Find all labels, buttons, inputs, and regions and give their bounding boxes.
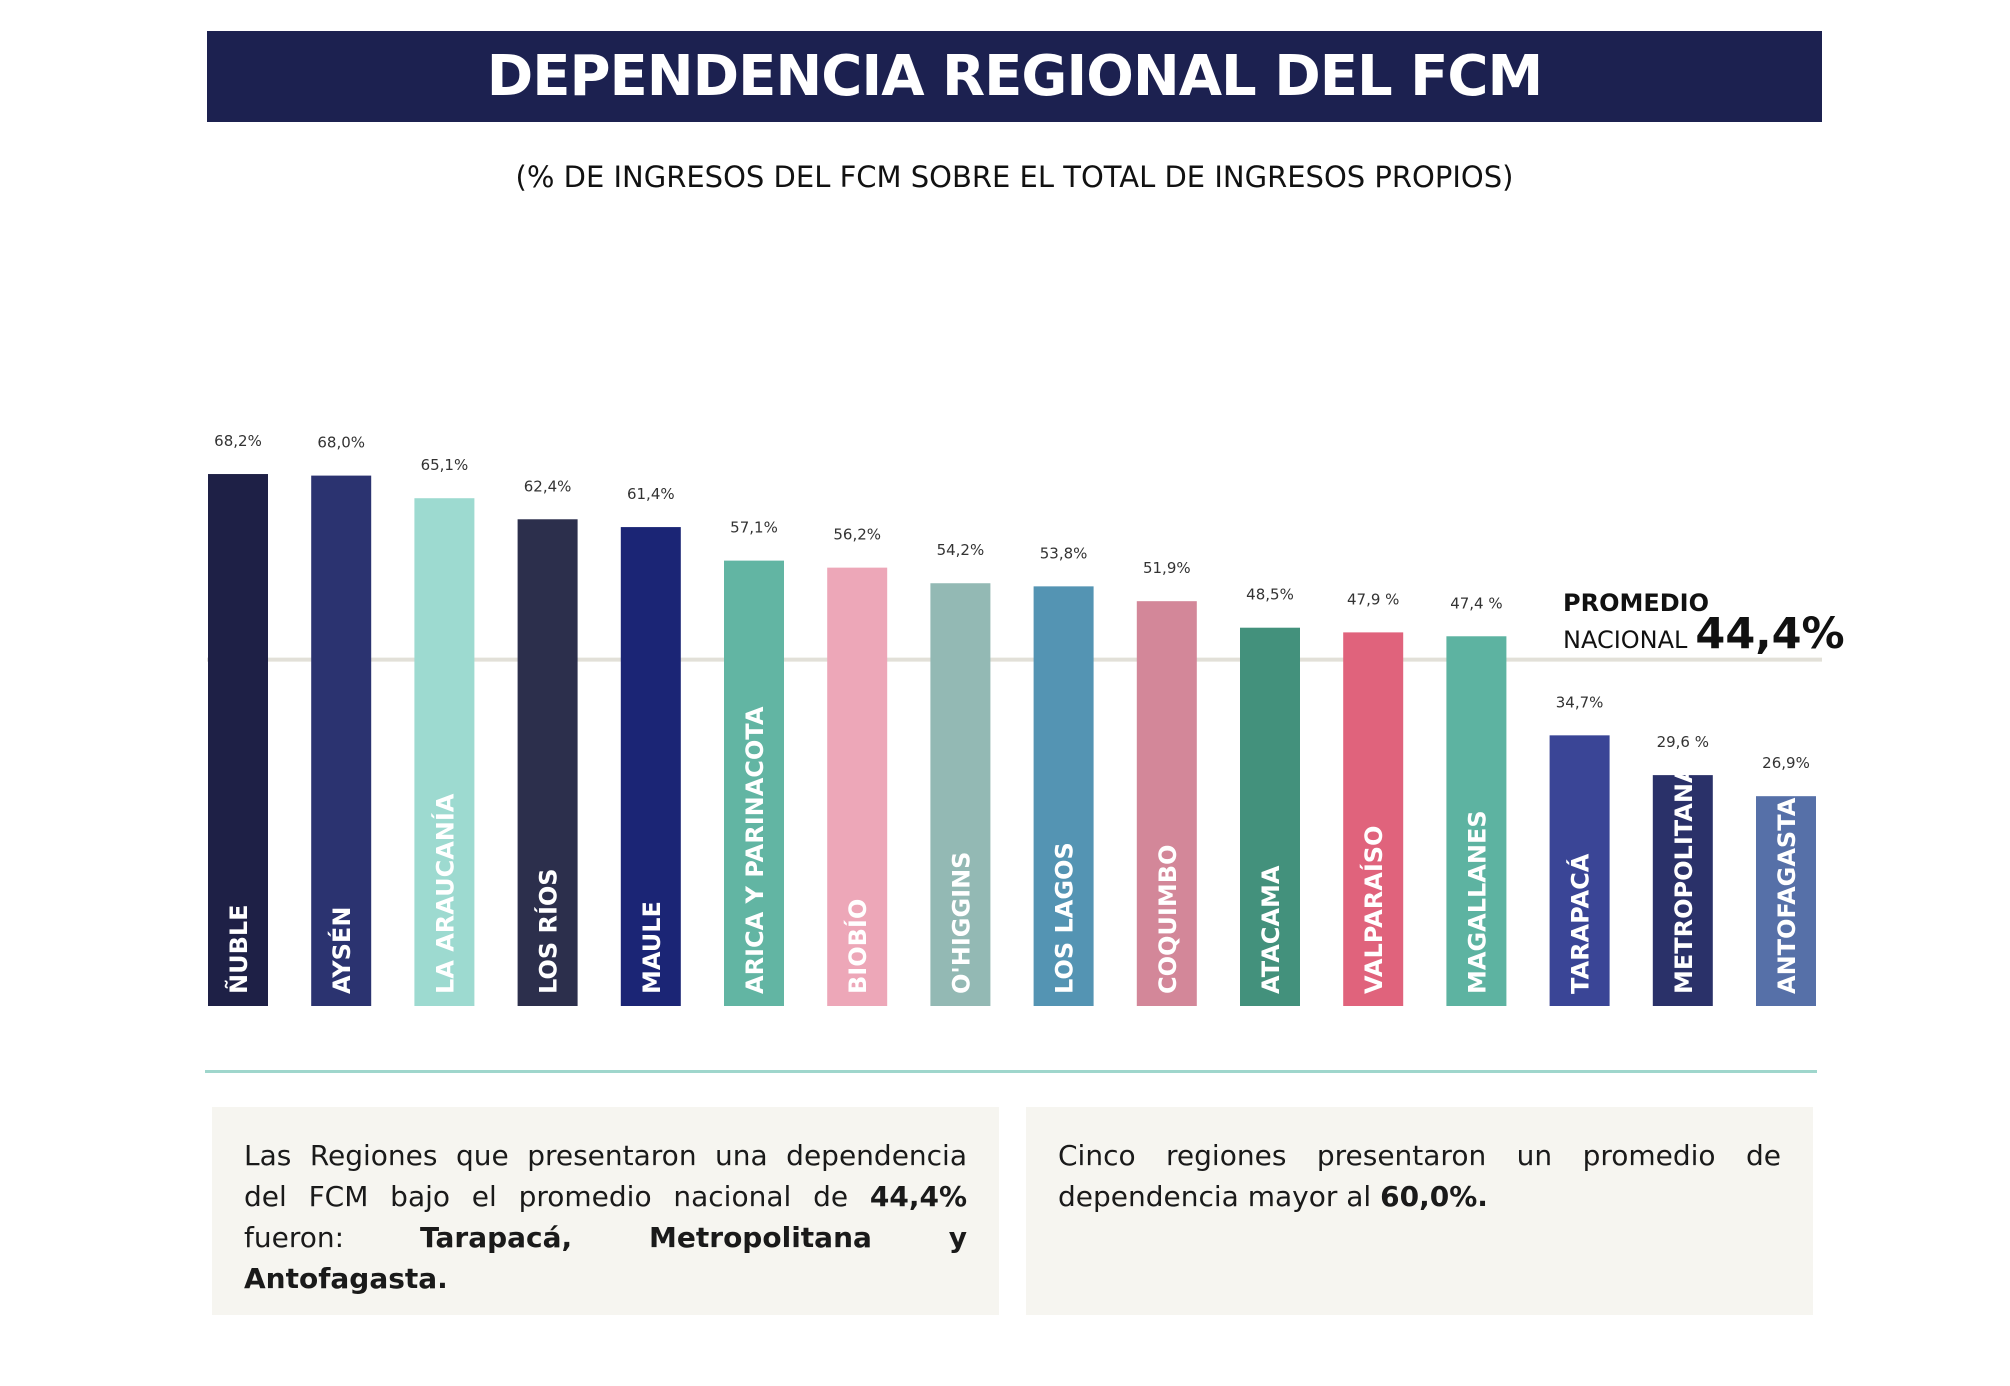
page-title: DEPENDENCIA REGIONAL DEL FCM [486,44,1543,109]
bar [1756,796,1816,1006]
bar-value-label: 47,4 % [1450,594,1502,612]
bar-category-label: LOS LAGOS [1051,842,1079,994]
bar-value-label: 61,4% [627,485,675,503]
bar-category-label: COQUIMBO [1154,845,1182,994]
bar [1343,632,1404,1006]
average-value: 44,4% [1695,609,1845,659]
bar-value-label: 29,6 % [1657,733,1709,751]
bar-category-label: MAGALLANES [1463,810,1491,994]
bar-value-label: 65,1% [421,456,469,474]
bar-category-label: MAULE [638,901,666,994]
bar-category-label: ATACAMA [1257,865,1285,994]
bar [930,583,991,1006]
bar-category-label: TARAPACÁ [1566,853,1595,994]
bar [1240,627,1300,1006]
bar [1033,586,1094,1006]
bar-category-label: O'HIGGINS [947,852,975,994]
bar [414,498,475,1006]
bar [208,474,268,1006]
bar-value-label: 51,9% [1143,559,1191,577]
note-left: Las Regiones que presentaron una depende… [212,1107,999,1315]
bar-category-label: METROPOLITANA [1670,764,1698,994]
bar-category-label: ÑUBLE [224,904,253,994]
bar-value-label: 53,8% [1040,544,1088,562]
bar-category-label: ARICA Y PARINACOTA [741,706,769,994]
bar [311,475,372,1007]
bar-category-label: ANTOFAGASTA [1773,797,1801,994]
bar-value-label: 68,0% [317,434,365,452]
bar [827,567,888,1006]
bar [1549,735,1610,1006]
bar-category-label: VALPARAÍSO [1359,826,1388,994]
bar [1446,636,1507,1006]
bar-value-label: 68,2% [214,432,262,450]
bar-category-label: LOS RÍOS [534,868,563,994]
note-right: Cinco regiones presentaron un promedio d… [1026,1107,1813,1315]
bar-value-label: 62,4% [524,477,572,495]
bar-category-label: BIOBÍO [843,899,872,994]
bar-value-label: 47,9 % [1347,590,1399,608]
chart-subtitle: (% DE INGRESOS DEL FCM SOBRE EL TOTAL DE… [515,160,1514,194]
bar-category-label: LA ARAUCANÍA [430,793,459,994]
divider [205,1070,1817,1073]
bar-category-label: AYSÉN [327,907,356,994]
note-left-bold1: 44,4% [869,1180,967,1213]
national-average-label: PROMEDIO NACIONAL 44,4% [1563,588,1845,659]
bar [620,527,681,1006]
bar [724,560,784,1006]
note-left-text2: fueron: [244,1221,421,1254]
bar [1652,775,1713,1006]
bar-value-label: 48,5% [1246,586,1294,604]
bar [1136,601,1197,1006]
note-right-text1: Cinco regiones presentaron un promedio d… [1058,1139,1781,1213]
bar-value-label: 56,2% [833,526,881,544]
bar [517,519,578,1006]
note-left-text1: Las Regiones que presentaron una depende… [244,1139,967,1213]
bar-value-label: 34,7% [1556,693,1604,711]
bar-value-label: 26,9% [1762,754,1810,772]
bar-value-label: 54,2% [937,541,985,559]
average-line1: PROMEDIO [1563,589,1710,617]
note-right-bold1: 60,0%. [1380,1180,1488,1213]
title-bar: DEPENDENCIA REGIONAL DEL FCM [207,31,1822,122]
average-line2: NACIONAL [1563,626,1688,654]
bar-value-label: 57,1% [730,519,778,537]
note-left-bold2: Tarapacá, Metropolitana y Antofagasta. [244,1221,967,1295]
